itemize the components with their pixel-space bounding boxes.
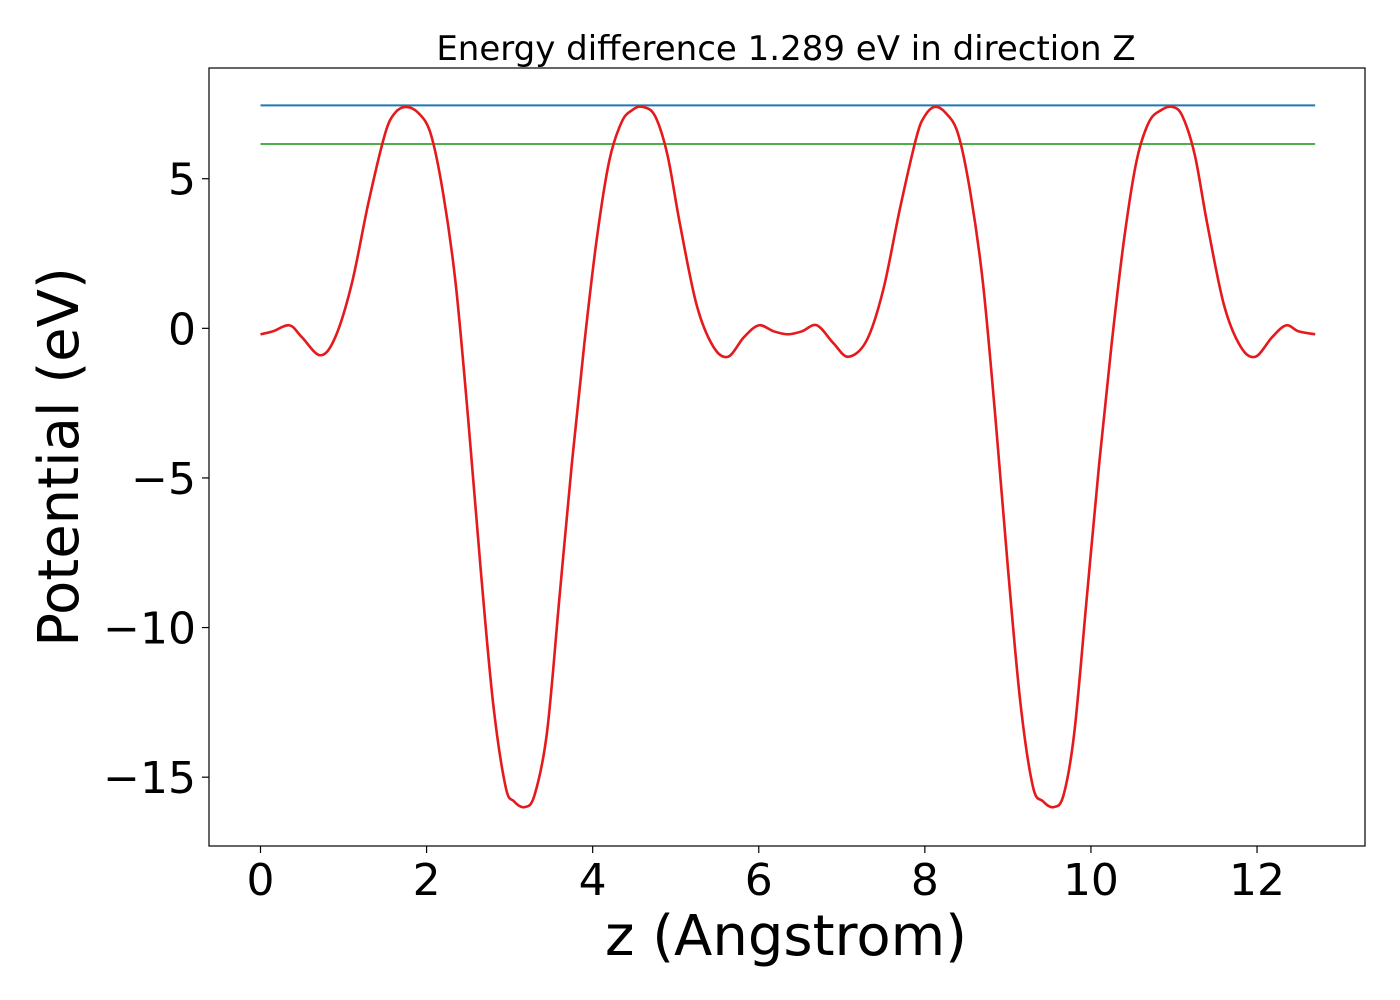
y-axis: 5 0 −5 −10 −15 (103, 155, 209, 804)
chart-title: Energy difference 1.289 eV in direction … (436, 29, 1135, 69)
y-tick-label: 5 (168, 155, 196, 206)
x-tick-label: 2 (413, 855, 441, 906)
plot-frame (208, 67, 1366, 847)
x-tick-label: 4 (579, 855, 607, 906)
x-tick-label: 6 (745, 855, 773, 906)
x-tick-label: 10 (1063, 855, 1119, 906)
y-tick-label: −15 (103, 753, 196, 804)
y-tick-label: 0 (168, 304, 196, 355)
series-layer (260, 104, 1316, 809)
x-axis: 0 2 4 6 8 10 12 (246, 846, 1285, 906)
x-axis-label: z (Angstrom) (605, 904, 967, 969)
y-tick-label: −10 (103, 604, 196, 655)
x-tick-label: 12 (1229, 855, 1285, 906)
y-axis-label: Potential (eV) (27, 267, 92, 647)
x-tick-label: 0 (246, 855, 274, 906)
potential-curve (260, 105, 1316, 809)
y-tick-label: −5 (131, 454, 196, 505)
x-tick-label: 8 (911, 855, 939, 906)
